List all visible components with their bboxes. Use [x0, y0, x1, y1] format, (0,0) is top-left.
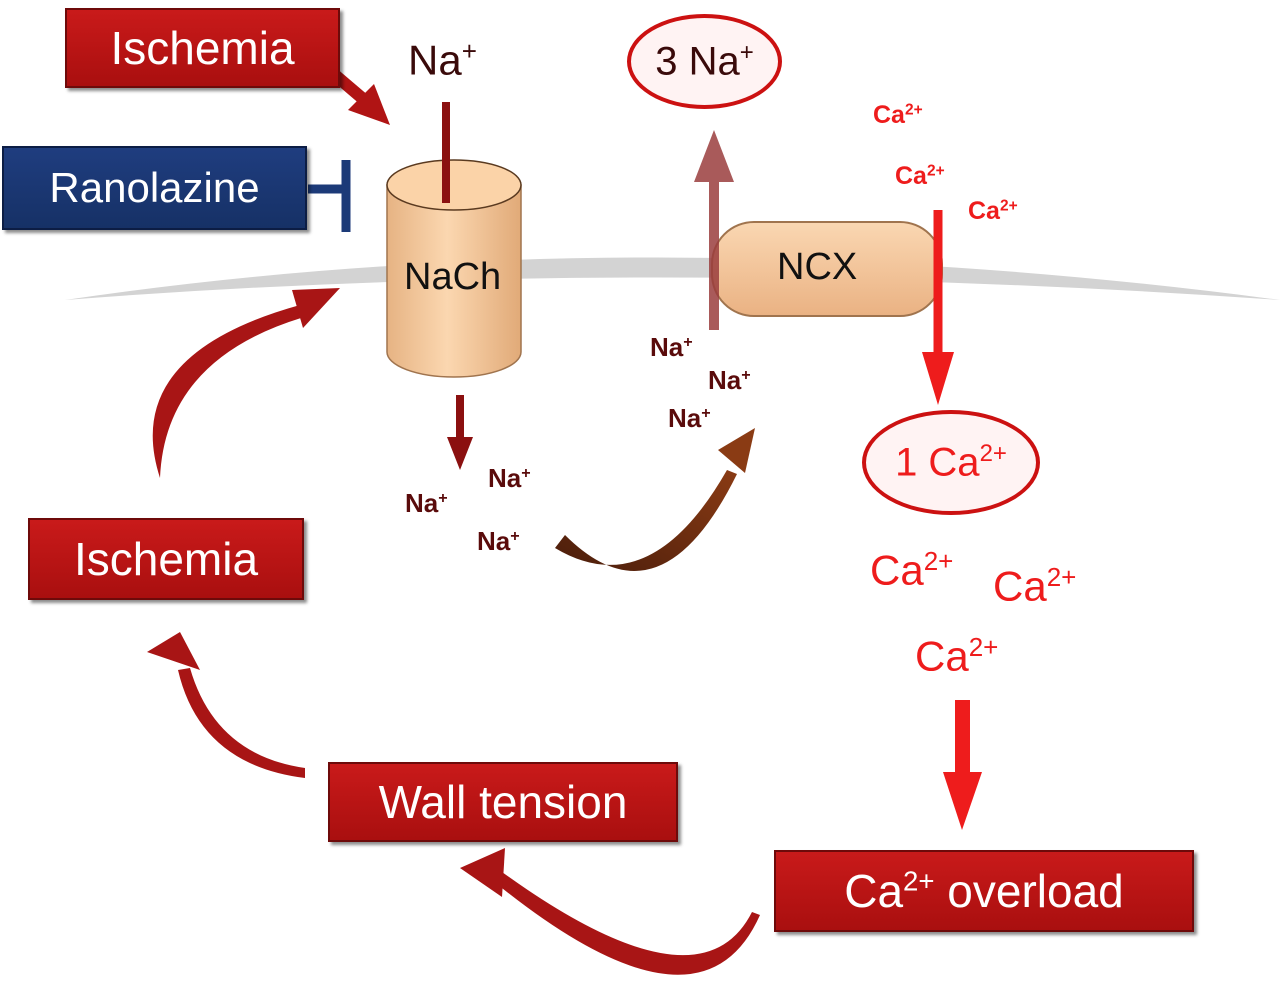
na-to-ncx-curve-head [718, 428, 755, 473]
na-ion-3: Na+ [477, 526, 520, 556]
na-influx-arrowhead [447, 437, 473, 470]
ca-ion-in-3: Ca2+ [915, 632, 999, 680]
na-ion-5: Na+ [708, 365, 751, 395]
na-ion-4: Na+ [650, 332, 693, 362]
na-ion-2: Na+ [405, 488, 448, 518]
ca-ion-in-1: Ca2+ [870, 546, 954, 594]
one-ca-oval: 1 Ca2+ [862, 410, 1040, 515]
ischemia-left-box: Ischemia [28, 518, 304, 600]
three-na-oval: 3 Na+ [627, 14, 782, 109]
ranolazine-box: Ranolazine [2, 146, 307, 230]
ncx-label: NCX [777, 246, 858, 288]
ischemia-to-nach-curve-head [292, 288, 340, 328]
arrow-ischemia-to-nach-head [348, 84, 390, 125]
ranolazine-label: Ranolazine [49, 164, 260, 211]
wall-tension-label: Wall tension [378, 776, 628, 828]
na-ion-6: Na+ [668, 403, 711, 433]
ischemia-top-box: Ischemia [65, 8, 340, 88]
ischemia-top-label: Ischemia [110, 22, 295, 74]
ca-overload-box: Ca2+ overload [774, 850, 1194, 932]
ca-ion-out-2: Ca2+ [895, 162, 945, 190]
na-efflux-arrow [694, 130, 734, 330]
ca-overload-arrow-shaft [955, 700, 970, 775]
na-ion-1: Na+ [488, 463, 531, 493]
cell-membrane [65, 257, 1280, 300]
ca-ion-out-1: Ca2+ [873, 101, 923, 129]
na-ion-outside: Na+ [408, 36, 477, 84]
ranolazine-inhibition [308, 160, 351, 232]
overload-to-wall-tension-curve [492, 872, 760, 975]
ca-ion-in-2: Ca2+ [993, 562, 1077, 610]
wall-tension-to-ischemia-curve [178, 668, 305, 778]
ca-overload-label: Ca2+ overload [844, 865, 1124, 917]
ca-entry-arrowhead [922, 352, 954, 405]
nach-label: NaCh [404, 256, 502, 298]
ischemia-to-nach-curve [152, 305, 301, 478]
overload-to-wall-tension-curve-head [460, 848, 505, 897]
ca-overload-arrowhead [943, 772, 982, 830]
ca-ion-out-3: Ca2+ [968, 197, 1018, 225]
nach-channel-body [386, 159, 522, 378]
wall-tension-to-ischemia-curve-head [147, 632, 200, 670]
ischemia-left-label: Ischemia [73, 533, 259, 585]
wall-tension-box: Wall tension [328, 762, 678, 842]
na-to-ncx-curve [555, 470, 737, 571]
